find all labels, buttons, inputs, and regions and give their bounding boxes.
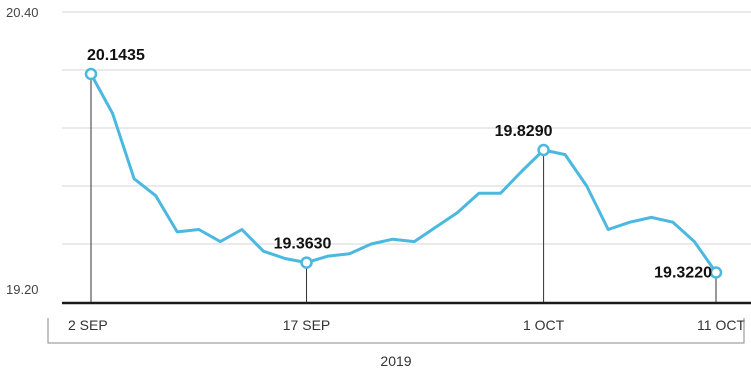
y-tick-label-bottom: 19.20 [6, 282, 39, 297]
y-tick-label-top: 20.40 [6, 5, 39, 20]
point-marker [709, 266, 723, 279]
x-tick-label: 11 OCT [697, 317, 745, 333]
data-label: 19.3630 [274, 236, 332, 253]
point-marker [537, 143, 550, 157]
annotation-drop-lines [90, 78, 717, 302]
series-line [89, 72, 718, 274]
x-tick-label: 1 OCT [523, 317, 565, 333]
axes: 20.40 19.20 2 SEP 17 SEP 1 OCT 11 OCT 2019 [6, 5, 751, 369]
x-tick-label: 2 SEP [68, 317, 108, 333]
data-label: 20.1435 [87, 47, 145, 64]
gridlines [62, 11, 751, 245]
data-label: 19.3220 [654, 265, 712, 282]
x-tick-label: 17 SEP [283, 317, 330, 333]
year-bracket [47, 318, 745, 344]
data-label: 19.8290 [495, 123, 553, 140]
annotation-markers [84, 67, 723, 279]
point-marker [300, 256, 313, 269]
data-labels: 20.1435 19.3630 19.8290 19.3220 [87, 47, 712, 282]
point-marker [84, 67, 98, 81]
series-line-layer [89, 72, 718, 274]
x-axis-year-label: 2019 [380, 353, 411, 369]
